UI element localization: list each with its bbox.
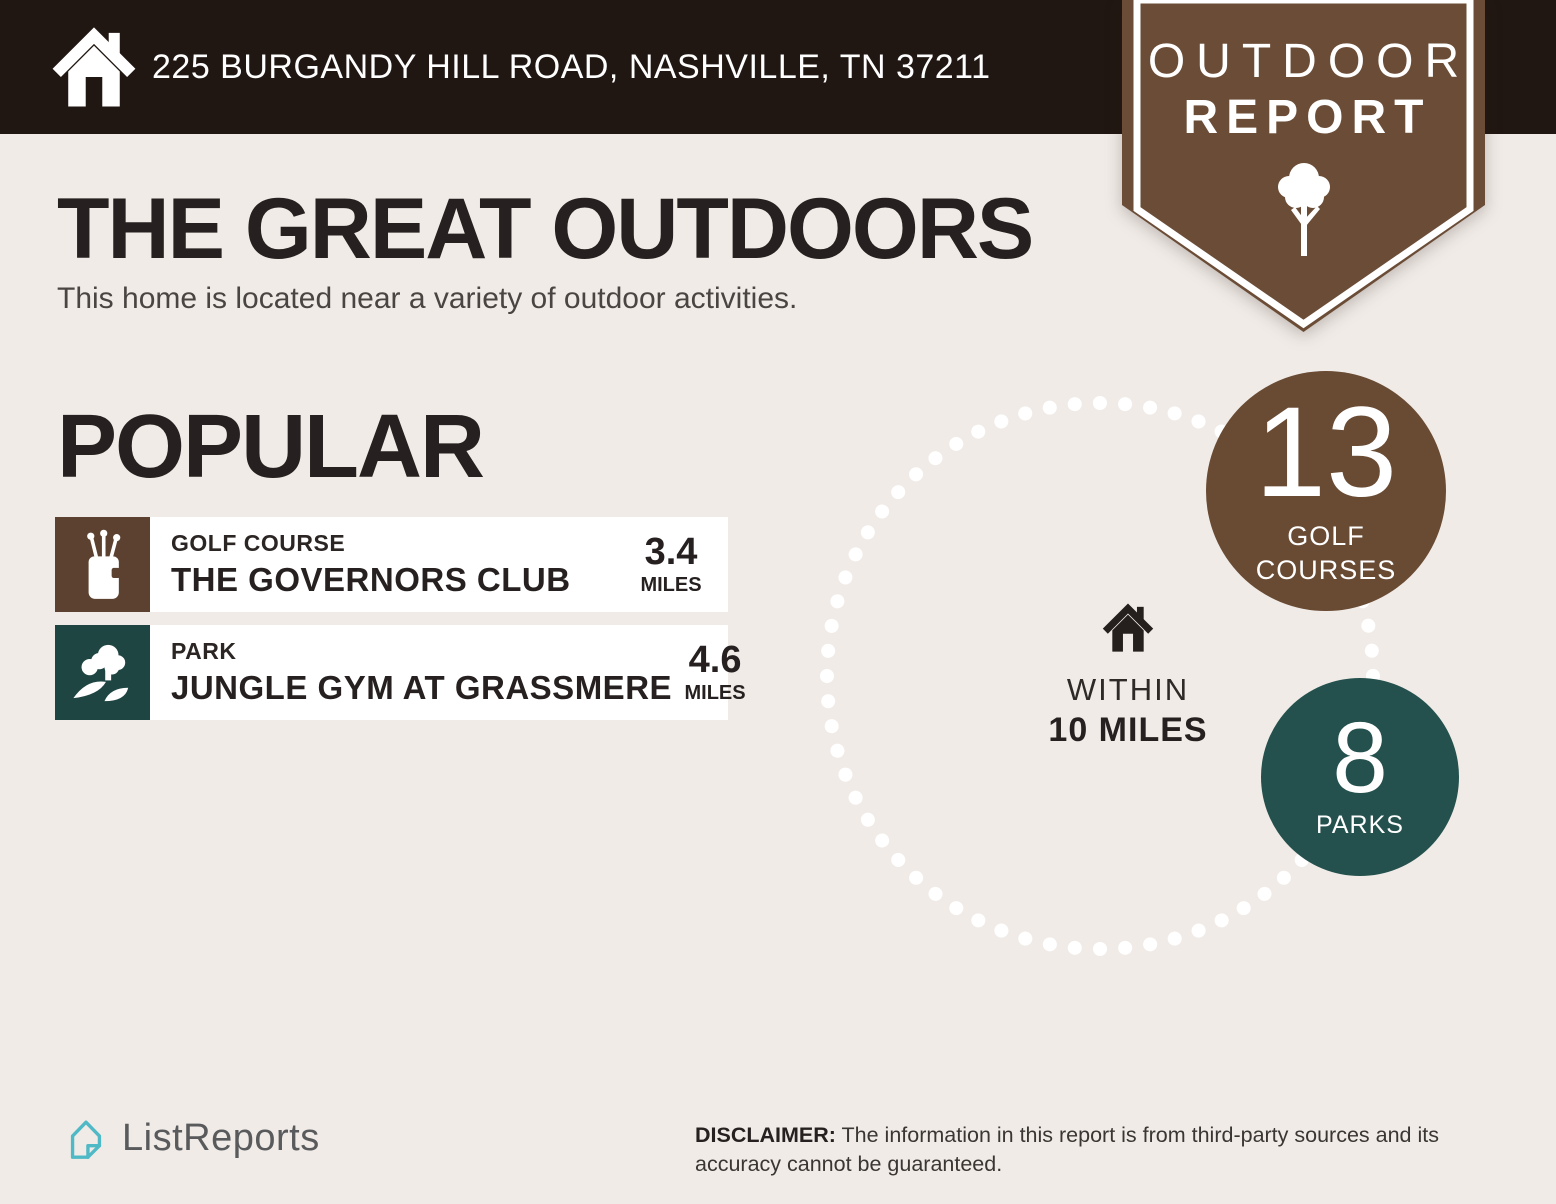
disclaimer-text: DISCLAIMER: The information in this repo… (695, 1123, 1439, 1176)
badge-title-line1: OUTDOOR (1147, 35, 1471, 88)
radius-dotted-circle (820, 396, 1380, 956)
category-label: GOLF COURSE (171, 530, 346, 556)
within-radius-block: WITHIN 10 MILES (1018, 601, 1238, 750)
park-tile (55, 625, 150, 720)
distance-value: 3.4 (644, 530, 698, 573)
page-title: THE GREAT OUTDOORS (57, 181, 1034, 277)
distance-block: 4.6 MILES (672, 625, 772, 720)
category-label: PARK (171, 638, 237, 664)
popular-list: GOLF COURSE THE GOVERNORS CLUB 3.4 MILES (55, 517, 746, 733)
tree-icon (1278, 163, 1330, 256)
page-subtitle: This home is located near a variety of o… (57, 282, 798, 315)
outdoor-report-badge: OUTDOOR REPORT (1122, 0, 1485, 340)
golf-courses-stat-circle: 13 GOLF COURSES (1206, 371, 1446, 611)
listreports-logo-icon (70, 1120, 102, 1159)
golf-bag-icon (86, 529, 120, 599)
park-row-text: PARK JUNGLE GYM AT GRASSMERE (150, 625, 672, 720)
brand-name: ListReports (122, 1116, 320, 1159)
distance-block: 3.4 MILES (628, 517, 728, 612)
home-icon (52, 27, 136, 107)
distance-value: 4.6 (688, 638, 742, 681)
popular-row-park: PARK JUNGLE GYM AT GRASSMERE 4.6 MILES (55, 625, 746, 720)
distance-unit: MILES (684, 681, 746, 704)
place-name: THE GOVERNORS CLUB (171, 561, 571, 598)
golf-tile (55, 517, 150, 612)
parks-stat-circle: 8 PARKS (1261, 678, 1459, 876)
place-name: JUNGLE GYM AT GRASSMERE (171, 669, 673, 706)
parks-count: 8 (1332, 702, 1388, 815)
golf-courses-label: GOLF COURSES (1255, 521, 1397, 585)
park-icon (72, 644, 128, 701)
badge-title-line2: REPORT (1183, 91, 1432, 144)
distance-unit: MILES (640, 573, 702, 596)
golf-row-text: GOLF COURSE THE GOVERNORS CLUB (150, 517, 628, 612)
popular-row-golf-course: GOLF COURSE THE GOVERNORS CLUB 3.4 MILES (55, 517, 728, 612)
disclaimer-label: DISCLAIMER: (695, 1123, 836, 1147)
property-address: 225 BURGANDY HILL ROAD, NASHVILLE, TN 37… (152, 47, 991, 86)
parks-label: PARKS (1316, 811, 1404, 840)
miles-label: 10 MILES (1048, 711, 1208, 749)
within-label: WITHIN (1066, 672, 1190, 707)
popular-heading: POPULAR (57, 397, 485, 497)
house-icon (1102, 603, 1154, 652)
golf-courses-count: 13 (1254, 381, 1398, 525)
listreports-brand: ListReports (62, 1114, 320, 1162)
